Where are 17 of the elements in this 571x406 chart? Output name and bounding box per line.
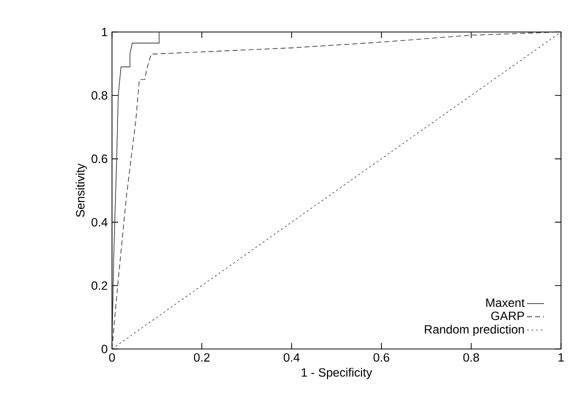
- x-tick-label: 0: [109, 353, 115, 362]
- x-tick-label: 0.2: [194, 353, 210, 362]
- legend-label: Random prediction: [424, 324, 524, 336]
- legend-label: GARP: [491, 312, 524, 320]
- legend-label: Maxent: [486, 298, 525, 307]
- y-tick-label: 0.6: [92, 154, 108, 164]
- y-tick-label: 0.4: [92, 218, 108, 226]
- x-tick-label: 1: [558, 353, 564, 362]
- x-tick-label: 0.4: [284, 353, 300, 362]
- x-tick-label: 0.8: [463, 353, 480, 362]
- y-tick-label: 0.8: [92, 91, 108, 100]
- y-axis-title: Sensitivity: [76, 164, 87, 217]
- y-tick-label: 0: [102, 344, 108, 354]
- x-tick-label: 0.6: [374, 353, 390, 362]
- x-axis-title: 1 - Specificity: [302, 368, 372, 380]
- y-tick-label: 1: [102, 28, 108, 36]
- y-tick-label: 0.2: [92, 281, 108, 290]
